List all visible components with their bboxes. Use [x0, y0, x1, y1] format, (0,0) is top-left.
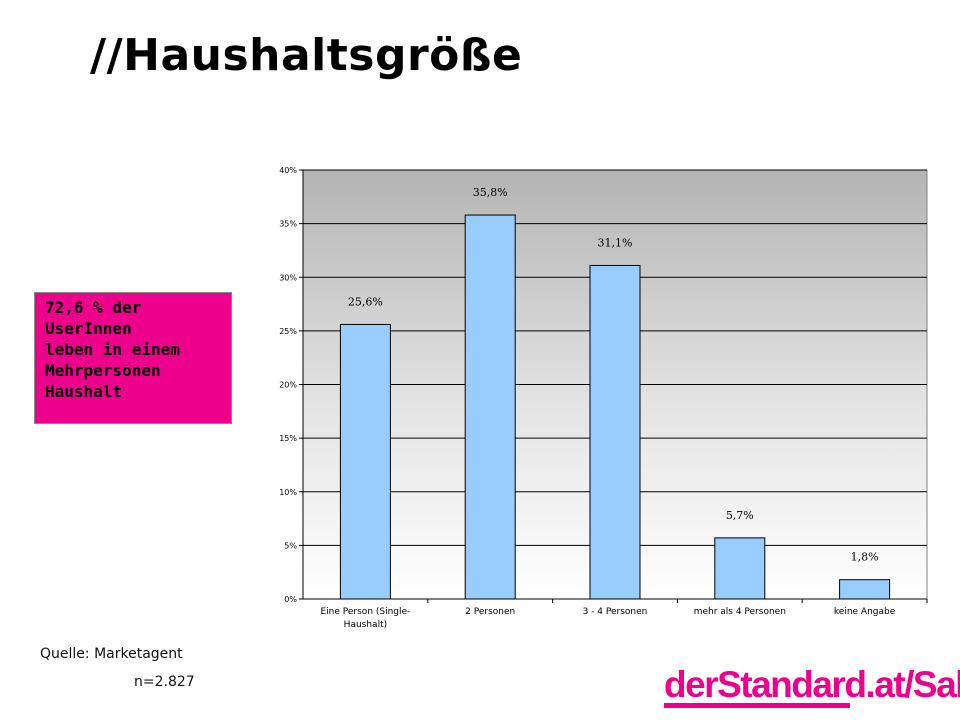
bar	[464, 214, 516, 600]
bar	[589, 264, 641, 600]
y-tick-label: 30%	[279, 273, 297, 282]
callout-line: UserInnen	[45, 319, 132, 338]
callout-line: 72,6 % der	[45, 298, 142, 317]
x-tick-label: 2 Personen	[465, 607, 515, 617]
callout-line: Haushalt	[45, 382, 123, 401]
y-tick-label: 10%	[279, 488, 297, 497]
bar	[714, 537, 766, 600]
y-tick-label: 5%	[284, 541, 297, 550]
data-label: 35,8%	[473, 186, 508, 199]
data-label: 5,7%	[726, 509, 754, 522]
sample-size: n=2.827	[134, 674, 195, 690]
x-tick-label: Eine Person (Single-	[320, 607, 410, 617]
x-tick-label: Haushalt)	[344, 620, 387, 630]
callout-line: Mehrpersonen	[45, 361, 161, 380]
y-tick-label: 15%	[279, 434, 297, 443]
data-label: 1,8%	[851, 551, 879, 564]
bar-chart: 0% 5% 10% 15% 20% 25% 30% 35% 40% 25,6% Eine Perso…	[279, 166, 928, 630]
page-title: //Haushaltsgröße	[90, 30, 523, 81]
logo-text: derStandard.at/Sales	[664, 664, 960, 705]
y-tick-label: 25%	[279, 327, 297, 336]
logo-underline	[664, 703, 850, 708]
highlight-callout: 72,6 % der UserInnen leben in einem Mehr…	[34, 292, 232, 424]
y-tick-label: 35%	[279, 220, 297, 229]
bar	[339, 323, 391, 600]
y-tick-label: 40%	[279, 166, 297, 175]
y-tick-label: 20%	[279, 381, 297, 390]
brand-logo: derStandard.at/Sales	[664, 664, 960, 712]
bar	[839, 579, 891, 600]
x-tick-label: 3 - 4 Personen	[583, 607, 648, 617]
callout-line: leben in einem	[45, 340, 180, 359]
x-tick-label: mehr als 4 Personen	[694, 607, 786, 617]
y-tick-label: 0%	[284, 595, 297, 604]
source-note: Quelle: Marketagent	[40, 646, 183, 662]
data-label: 31,1%	[598, 236, 633, 249]
x-tick-label: keine Angabe	[834, 607, 896, 617]
data-label: 25,6%	[348, 295, 383, 308]
